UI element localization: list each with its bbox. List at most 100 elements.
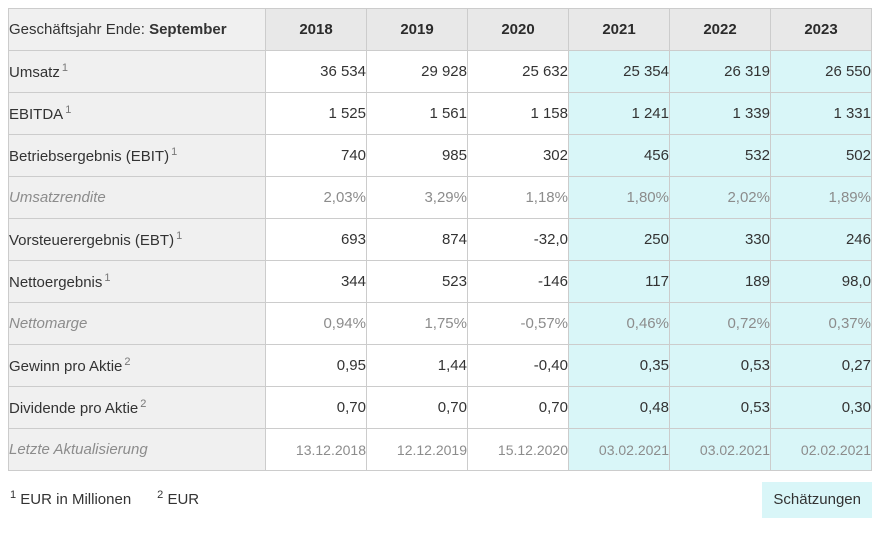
cell-value: 98,0 — [770, 260, 872, 303]
row-label-footnote-ref: 1 — [171, 146, 178, 158]
cell-value: 1,89% — [770, 176, 872, 219]
row-label: Umsatz 1 — [8, 50, 266, 93]
table-row: Vorsteuerergebnis (EBT) 1 693 874 -32,0 250 33… — [8, 218, 872, 261]
row-label: Dividende pro Aktie 2 — [8, 386, 266, 429]
cell-value: 15.12.2020 — [467, 428, 569, 471]
row-label-footnote-ref: 1 — [61, 62, 68, 74]
cell-value: 250 — [568, 218, 670, 261]
row-label-text: Dividende pro Aktie — [9, 400, 139, 417]
cell-value: -0,40 — [467, 344, 569, 387]
table-row: Gewinn pro Aktie 2 0,95 1,44 -0,40 0,35 0,53 0,… — [8, 344, 872, 387]
cell-value: 740 — [265, 134, 367, 177]
fiscal-year-end-label: Geschäftsjahr Ende: — [9, 21, 150, 38]
row-label-footnote-ref: 1 — [176, 230, 183, 242]
cell-value: 2,02% — [669, 176, 771, 219]
table-row: Letzte Aktualisierung 13.12.2018 12.12.201… — [8, 428, 872, 471]
cell-value: 189 — [669, 260, 771, 303]
cell-value: 1,75% — [366, 302, 468, 345]
cell-value: 246 — [770, 218, 872, 261]
financials-table: Geschäftsjahr Ende: September 2018 2019 20… — [8, 8, 872, 471]
cell-value: 1 525 — [265, 92, 367, 135]
year-header-2022: 2022 — [669, 8, 771, 51]
cell-value: 0,70 — [467, 386, 569, 429]
cell-value: 12.12.2019 — [366, 428, 468, 471]
cell-value: 0,53 — [669, 386, 771, 429]
footnotes: 1 EUR in Millionen 2 EUR — [8, 482, 199, 508]
row-label-footnote-ref: 1 — [104, 272, 111, 284]
row-label: Letzte Aktualisierung — [8, 428, 266, 471]
table-row: Nettoergebnis 1 344 523 -146 117 189 98,0 — [8, 260, 872, 303]
year-header-2023: 2023 — [770, 8, 872, 51]
cell-value: -0,57% — [467, 302, 569, 345]
cell-value: 330 — [669, 218, 771, 261]
row-label: Vorsteuerergebnis (EBT) 1 — [8, 218, 266, 261]
cell-value: 25 632 — [467, 50, 569, 93]
cell-value: -146 — [467, 260, 569, 303]
row-label-text: Letzte Aktualisierung — [9, 441, 148, 458]
row-label-footnote-ref: 2 — [140, 398, 147, 410]
row-label: Nettoergebnis 1 — [8, 260, 266, 303]
cell-value: 0,94% — [265, 302, 367, 345]
cell-value: 1,80% — [568, 176, 670, 219]
table-row: Dividende pro Aktie 2 0,70 0,70 0,70 0,48 0,53… — [8, 386, 872, 429]
row-label-text: Vorsteuerergebnis (EBT) — [9, 232, 175, 249]
table-row: Nettomarge 0,94% 1,75% -0,57% 0,46% 0,72% 0,37… — [8, 302, 872, 345]
footnote-eur: 2 EUR — [157, 489, 200, 508]
cell-value: 1 561 — [366, 92, 468, 135]
fiscal-year-end-month: September — [149, 21, 227, 38]
cell-value: 302 — [467, 134, 569, 177]
cell-value: 693 — [265, 218, 367, 261]
row-label-text: Nettoergebnis — [9, 274, 103, 291]
year-header-2019: 2019 — [366, 8, 468, 51]
fiscal-year-end-header: Geschäftsjahr Ende: September — [8, 8, 266, 51]
cell-value: 532 — [669, 134, 771, 177]
row-label-text: Umsatzrendite — [9, 189, 106, 206]
cell-value: 26 550 — [770, 50, 872, 93]
cell-value: 0,95 — [265, 344, 367, 387]
cell-value: 0,70 — [265, 386, 367, 429]
cell-value: 13.12.2018 — [265, 428, 367, 471]
cell-value: 523 — [366, 260, 468, 303]
cell-value: 117 — [568, 260, 670, 303]
cell-value: 3,29% — [366, 176, 468, 219]
table-row: Umsatzrendite 2,03% 3,29% 1,18% 1,80% 2,02% 1,… — [8, 176, 872, 219]
cell-value: 0,30 — [770, 386, 872, 429]
table-row: EBITDA 1 1 525 1 561 1 158 1 241 1 339 1 331 — [8, 92, 872, 135]
cell-value: 985 — [366, 134, 468, 177]
cell-value: 874 — [366, 218, 468, 261]
cell-value: 25 354 — [568, 50, 670, 93]
cell-value: 0,48 — [568, 386, 670, 429]
row-label: Umsatzrendite — [8, 176, 266, 219]
table-row: Betriebsergebnis (EBIT) 1 740 985 302 456 532 5… — [8, 134, 872, 177]
row-label-footnote-ref: 2 — [124, 356, 131, 368]
footnote-eur-millionen: 1 EUR in Millionen — [10, 489, 132, 508]
estimates-badge: Schätzungen — [762, 482, 872, 518]
row-label: Nettomarge — [8, 302, 266, 345]
row-label-text: Betriebsergebnis (EBIT) — [9, 148, 170, 165]
row-label: Gewinn pro Aktie 2 — [8, 344, 266, 387]
cell-value: 0,35 — [568, 344, 670, 387]
cell-value: 03.02.2021 — [568, 428, 670, 471]
year-header-2020: 2020 — [467, 8, 569, 51]
cell-value: 02.02.2021 — [770, 428, 872, 471]
cell-value: 1 158 — [467, 92, 569, 135]
cell-value: 0,46% — [568, 302, 670, 345]
cell-value: 1 339 — [669, 92, 771, 135]
row-label: EBITDA 1 — [8, 92, 266, 135]
cell-value: 456 — [568, 134, 670, 177]
cell-value: 0,53 — [669, 344, 771, 387]
table-header-row: Geschäftsjahr Ende: September 2018 2019 20… — [8, 8, 872, 51]
cell-value: 29 928 — [366, 50, 468, 93]
cell-value: 0,27 — [770, 344, 872, 387]
row-label-text: Gewinn pro Aktie — [9, 358, 123, 375]
cell-value: 1 241 — [568, 92, 670, 135]
year-header-2018: 2018 — [265, 8, 367, 51]
row-label-text: Nettomarge — [9, 315, 88, 332]
row-label-text: Umsatz — [9, 64, 60, 81]
cell-value: 03.02.2021 — [669, 428, 771, 471]
cell-value: 1,18% — [467, 176, 569, 219]
cell-value: 0,70 — [366, 386, 468, 429]
cell-value: 1,44 — [366, 344, 468, 387]
row-label-footnote-ref: 1 — [65, 104, 72, 116]
